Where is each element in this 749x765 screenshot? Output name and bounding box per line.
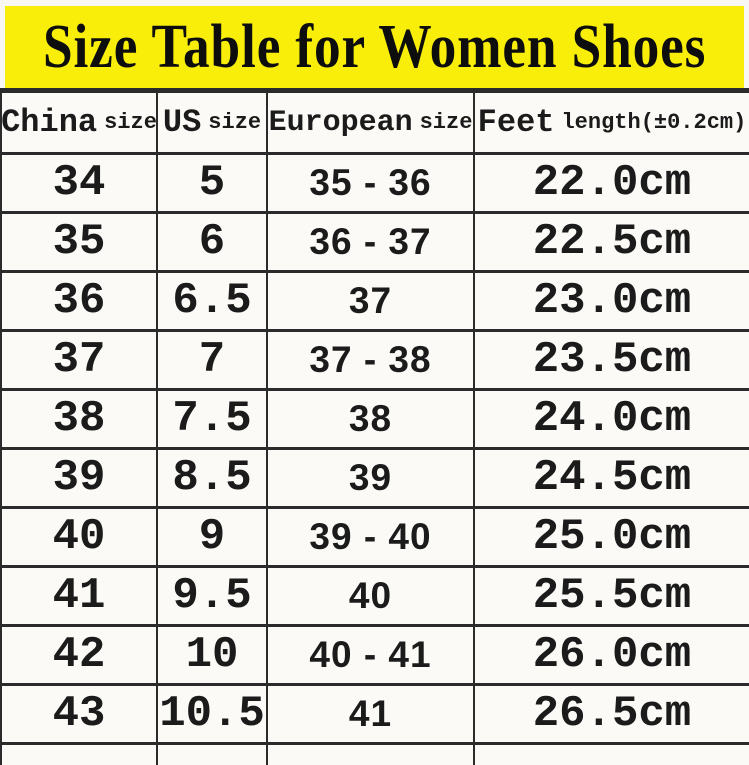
table-row: 41 9.5 40 25.5cm — [2, 568, 749, 627]
table-header-row: China size US size European size Feet le… — [1, 93, 749, 155]
cell-us-size: 7 — [158, 332, 268, 388]
column-header-small-label: size — [208, 110, 262, 135]
cell-european-size: 40 - 41 — [268, 627, 475, 683]
cell-feet-length: 24.0cm — [532, 394, 692, 444]
column-header-main-label: China — [1, 104, 98, 141]
column-header-european-size: European size — [268, 93, 475, 152]
column-header-main-label: US — [162, 104, 202, 141]
empty-cell — [268, 745, 475, 765]
cell-china-size: 42 — [2, 627, 158, 683]
table-row: 42 10 40 - 41 26.0cm — [2, 627, 749, 686]
cell-feet-length: 25.0cm — [532, 512, 692, 562]
size-table: China size US size European size Feet le… — [0, 88, 749, 765]
cell-china-size: 37 — [2, 332, 158, 388]
column-header-china-size: China size — [1, 93, 158, 152]
table-row: 37 7 37 - 38 23.5cm — [2, 332, 749, 391]
cell-us-size: 9 — [158, 509, 268, 565]
cell-feet-length: 23.5cm — [532, 335, 692, 385]
column-header-us-size: US size — [158, 93, 268, 152]
cell-china-size: 35 — [2, 214, 158, 270]
cell-feet-length: 22.0cm — [532, 158, 692, 208]
cell-european-size: 40 — [268, 568, 475, 624]
cell-china-size: 39 — [2, 450, 158, 506]
column-header-small-label: size — [104, 110, 157, 135]
cell-european-size: 39 - 40 — [268, 509, 475, 565]
cell-us-size: 10.5 — [158, 686, 268, 742]
cell-feet-length: 26.0cm — [532, 630, 692, 680]
cell-european-size: 35 - 36 — [268, 155, 475, 211]
cell-china-size: 41 — [2, 568, 158, 624]
column-header-feet-length: Feet length(±0.2cm) — [475, 93, 749, 152]
cell-feet-length: 23.0cm — [532, 276, 692, 326]
column-header-main-label: Feet — [477, 104, 555, 141]
table-row: 43 10.5 41 26.5cm — [2, 686, 749, 745]
cell-us-size: 9.5 — [158, 568, 268, 624]
column-header-small-label: size — [419, 110, 473, 135]
cell-european-size: 37 - 38 — [268, 332, 475, 388]
column-header-main-label: European — [268, 105, 413, 140]
cell-european-size: 41 — [268, 686, 475, 742]
table-partial-row — [2, 745, 749, 765]
cell-us-size: 8.5 — [158, 450, 268, 506]
cell-us-size: 5 — [158, 155, 268, 211]
cell-feet-length: 25.5cm — [532, 571, 692, 621]
table-body: 34 5 35 - 36 22.0cm 35 6 36 - 37 22.5cm 36 6.5 37 2… — [2, 155, 749, 745]
cell-european-size: 39 — [268, 450, 475, 506]
empty-cell — [2, 745, 158, 765]
cell-us-size: 10 — [158, 627, 268, 683]
table-row: 39 8.5 39 24.5cm — [2, 450, 749, 509]
table-row: 36 6.5 37 23.0cm — [2, 273, 749, 332]
cell-feet-length: 26.5cm — [532, 689, 692, 739]
empty-cell — [475, 745, 749, 765]
cell-european-size: 36 - 37 — [268, 214, 475, 270]
cell-us-size: 6 — [158, 214, 268, 270]
cell-european-size: 38 — [268, 391, 475, 447]
cell-us-size: 7.5 — [158, 391, 268, 447]
empty-cell — [158, 745, 268, 765]
cell-european-size: 37 — [268, 273, 475, 329]
cell-feet-length: 22.5cm — [532, 217, 692, 267]
table-row: 35 6 36 - 37 22.5cm — [2, 214, 749, 273]
page-title: Size Table for Women Shoes — [42, 12, 707, 81]
cell-feet-length: 24.5cm — [532, 453, 692, 503]
table-row: 38 7.5 38 24.0cm — [2, 391, 749, 450]
cell-china-size: 38 — [2, 391, 158, 447]
table-row: 34 5 35 - 36 22.0cm — [2, 155, 749, 214]
table-row: 40 9 39 - 40 25.0cm — [2, 509, 749, 568]
cell-us-size: 6.5 — [158, 273, 268, 329]
cell-china-size: 43 — [2, 686, 158, 742]
cell-china-size: 36 — [2, 273, 158, 329]
title-banner: Size Table for Women Shoes — [5, 6, 744, 88]
cell-china-size: 34 — [2, 155, 158, 211]
column-header-small-label: length(±0.2cm) — [561, 110, 747, 135]
cell-china-size: 40 — [2, 509, 158, 565]
